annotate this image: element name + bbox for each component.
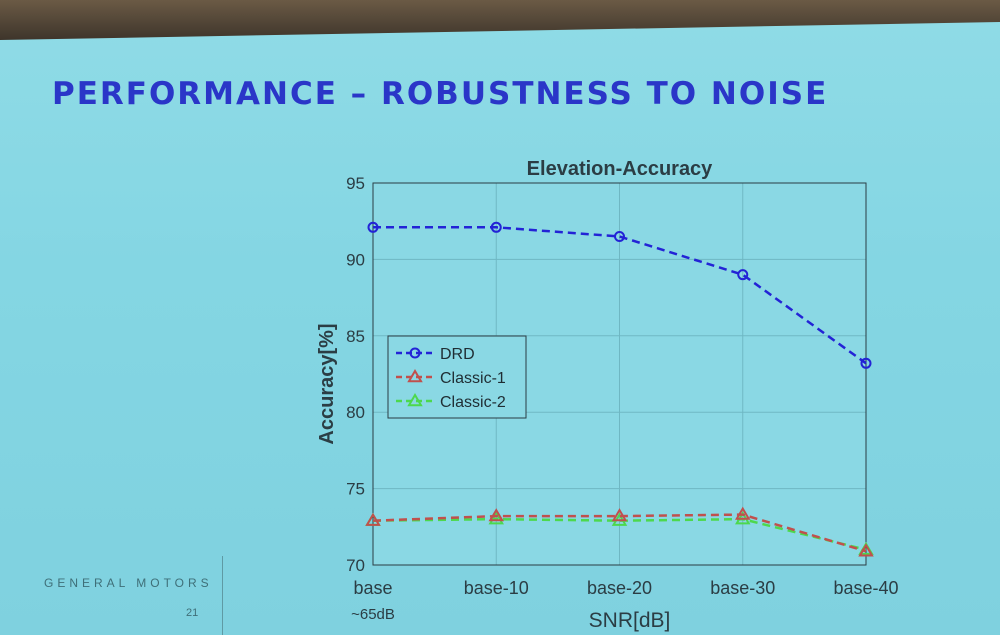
x-tick-label: base	[353, 578, 392, 598]
data-point-classic-1	[735, 506, 751, 520]
x-tick-label: base-20	[587, 578, 652, 598]
x-tick-note: ~65dB	[351, 606, 395, 623]
legend-label: Classic-1	[440, 370, 506, 387]
data-point-drd	[614, 230, 625, 242]
series-line-drd	[373, 226, 867, 365]
legend-marker	[407, 369, 423, 383]
y-tick-label: 70	[346, 556, 365, 575]
data-point-drd	[367, 221, 379, 233]
x-tick-label: base-10	[464, 578, 529, 598]
data-point-classic-1	[365, 512, 381, 526]
data-point-classic-1	[858, 543, 874, 557]
data-point-classic-1	[611, 508, 628, 522]
footer-brand: GENERAL MOTORS	[44, 576, 213, 590]
data-point-drd	[737, 269, 749, 281]
y-tick-label: 85	[346, 327, 365, 346]
series-line-classic-2	[372, 517, 867, 551]
data-point-classic-1	[488, 508, 504, 522]
y-tick-label: 75	[346, 480, 365, 499]
chart-title: Elevation-Accuracy	[527, 158, 714, 180]
x-axis-label: SNR[dB]	[589, 609, 671, 632]
legend-label: Classic-2	[440, 394, 506, 411]
y-tick-label: 80	[346, 403, 365, 422]
data-point-drd	[860, 357, 872, 369]
legend-marker	[409, 347, 421, 359]
x-tick-label: base-30	[710, 578, 775, 598]
slide-title: PERFORMANCE – ROBUSTNESS TO NOISE	[52, 76, 829, 112]
y-tick-label: 95	[346, 174, 365, 193]
plot-frame	[372, 182, 867, 566]
y-axis-label: Accuracy[%]	[316, 323, 338, 444]
legend-marker	[407, 393, 423, 407]
data-point-classic-2	[488, 511, 504, 525]
data-point-drd	[490, 221, 502, 233]
y-tick-label: 90	[346, 250, 365, 269]
legend-label: DRD	[440, 346, 475, 363]
page-number: 21	[186, 607, 199, 619]
x-tick-label: base-40	[833, 578, 898, 598]
footer-divider	[222, 556, 223, 635]
series-line-classic-1	[372, 513, 867, 553]
